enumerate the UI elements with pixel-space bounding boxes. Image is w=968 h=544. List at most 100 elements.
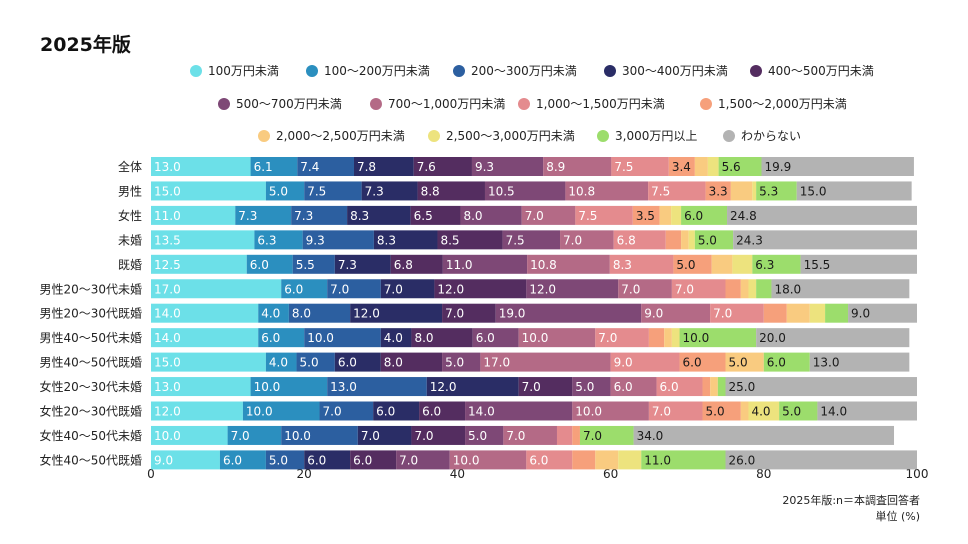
bar-segment <box>595 450 619 470</box>
bar-segment <box>518 328 596 348</box>
bar-segment <box>694 230 734 250</box>
chart-title: 2025年版 <box>40 34 131 56</box>
category-label: 未婚 <box>118 233 142 247</box>
bar-segment <box>297 157 354 176</box>
bar-segment <box>730 181 753 201</box>
x-tick-label: 100 <box>906 467 929 481</box>
bar-segment <box>327 279 381 299</box>
bar-segment <box>809 352 910 372</box>
bar-segment <box>800 254 917 274</box>
category-label: 女性20〜30代既婚 <box>39 404 142 419</box>
data-label: 14.0 <box>820 405 847 419</box>
legend-label: 100〜200万円未満 <box>324 64 430 78</box>
data-label: 8.0 <box>292 307 311 321</box>
data-label: 7.4 <box>300 160 319 174</box>
bar-segment <box>740 279 749 299</box>
data-label: 34.0 <box>637 429 664 443</box>
bar-segment <box>347 205 411 225</box>
bar-segment <box>242 401 320 421</box>
bar-segment <box>848 303 917 323</box>
data-label: 6.0 <box>660 380 679 394</box>
bar-segment <box>319 401 374 421</box>
bar-segment <box>380 279 435 299</box>
bar-segment <box>484 181 566 201</box>
source-note: 2025年版:n＝本調査回答者 <box>782 494 920 507</box>
bar-segment <box>292 254 335 274</box>
data-label: 7.6 <box>417 160 436 174</box>
bar-segment <box>411 328 473 348</box>
data-label: 11.0 <box>644 453 671 467</box>
bar-segment <box>733 230 917 250</box>
data-label: 5.0 <box>729 356 748 370</box>
legend-swatch <box>370 97 382 110</box>
data-label: 7.0 <box>361 429 380 443</box>
bar-segment <box>711 254 733 274</box>
bar-segment <box>258 303 289 323</box>
data-label: 15.0 <box>154 184 181 198</box>
x-tick-label: 20 <box>297 467 312 481</box>
data-label: 12.0 <box>437 282 464 296</box>
bar-segment <box>396 450 450 470</box>
data-label: 6.0 <box>476 331 495 345</box>
x-tick-label: 80 <box>756 467 771 481</box>
data-label: 13.0 <box>813 356 840 370</box>
data-label: 10.8 <box>530 258 557 272</box>
bar-segment <box>633 425 895 445</box>
bar-segment <box>151 205 236 225</box>
data-label: 5.6 <box>722 160 741 174</box>
data-label: 7.0 <box>621 282 640 296</box>
bar-segment <box>151 450 220 470</box>
data-label: 10.0 <box>307 331 334 345</box>
legend-label: 200〜300万円未満 <box>471 64 577 78</box>
bar-segment <box>679 352 726 372</box>
data-label: 7.0 <box>399 453 418 467</box>
bar-segment <box>779 401 818 421</box>
bar-segment <box>495 303 642 323</box>
category-label: 男性20〜30代未婚 <box>39 282 142 296</box>
data-label: 24.3 <box>736 233 763 247</box>
bar-segment <box>681 205 728 225</box>
legend-swatch <box>428 129 440 142</box>
bar-segment <box>151 425 228 445</box>
data-label: 6.3 <box>755 258 774 272</box>
bar-segment <box>575 205 633 225</box>
bar-segment <box>350 450 397 470</box>
data-label: 13.0 <box>154 160 181 174</box>
bar-segment <box>291 205 348 225</box>
data-label: 7.0 <box>231 429 250 443</box>
bar-segment <box>521 205 576 225</box>
bar-segment <box>664 328 672 348</box>
data-label: 7.0 <box>598 331 617 345</box>
bar-segment <box>410 205 461 225</box>
data-label: 8.0 <box>384 356 403 370</box>
bar-segment <box>380 328 412 348</box>
bar-segment <box>250 377 328 397</box>
bar-segment <box>648 181 706 201</box>
legend-item: 400〜500万円未満 <box>750 62 874 79</box>
data-label: 7.0 <box>583 429 602 443</box>
data-label: 9.0 <box>154 453 173 467</box>
legend-label: 300〜400万円未満 <box>622 64 728 78</box>
bar-segment <box>465 401 573 421</box>
data-label: 6.0 <box>353 453 372 467</box>
bar-segment <box>717 377 726 397</box>
bar-segment <box>302 230 374 250</box>
legend-item: 100万円未満 <box>190 62 279 79</box>
bar-segment <box>304 328 381 348</box>
bar-segment <box>756 279 772 299</box>
data-label: 10.0 <box>284 429 311 443</box>
bar-segment <box>694 157 708 176</box>
bar-segment <box>671 205 682 225</box>
legend-item: わからない <box>723 127 801 144</box>
bar-segment <box>632 205 660 225</box>
bar-segment <box>756 181 797 201</box>
data-label: 11.0 <box>154 209 181 223</box>
bar-segment <box>825 303 849 323</box>
bar-segment <box>786 303 810 323</box>
data-label: 6.1 <box>254 160 273 174</box>
category-label: 既婚 <box>118 258 142 272</box>
data-label: 15.0 <box>800 184 827 198</box>
legend-label: 2,000〜2,500万円未満 <box>276 129 405 143</box>
data-label: 6.8 <box>617 233 636 247</box>
data-label: 17.0 <box>483 356 510 370</box>
